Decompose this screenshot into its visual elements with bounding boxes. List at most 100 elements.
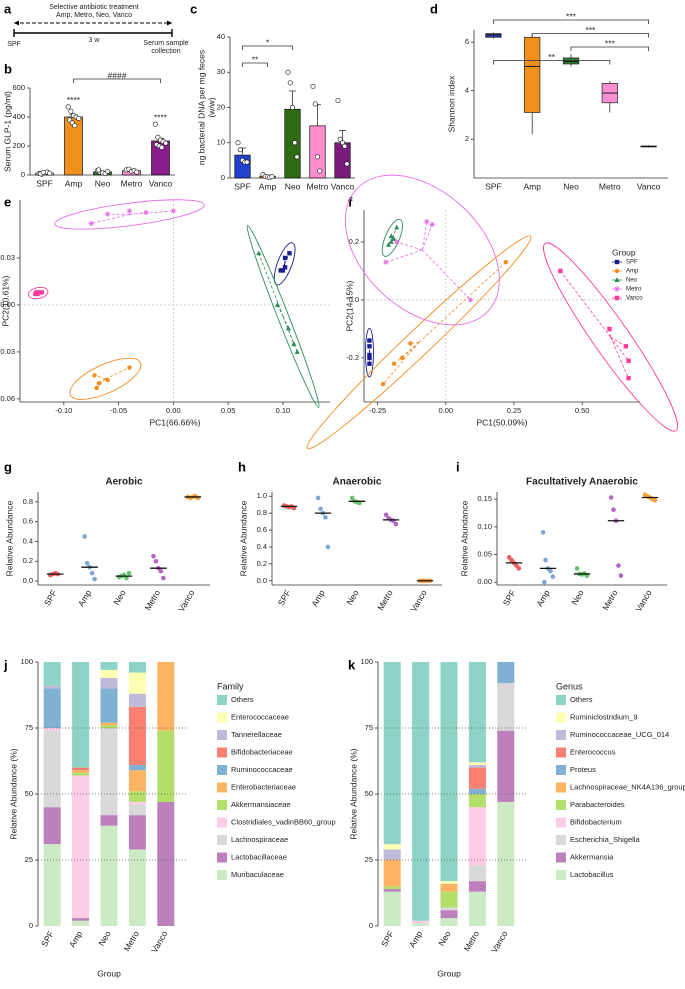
bar-segment xyxy=(440,918,458,926)
x-tick-label: Amp xyxy=(534,588,552,608)
point xyxy=(380,381,386,387)
bar-segment xyxy=(128,764,146,771)
bar-segment xyxy=(440,662,458,882)
point xyxy=(89,570,95,576)
y-tick-label: 0.6 xyxy=(257,525,267,534)
point xyxy=(652,498,658,503)
legend-swatch xyxy=(217,835,227,845)
x-tick-label: Vanco xyxy=(637,181,661,191)
x-tick-label: Metro xyxy=(121,178,143,188)
spider-line xyxy=(610,336,627,347)
y-tick-label: 100 xyxy=(360,657,373,666)
legend-label: Proteus xyxy=(570,765,596,774)
point xyxy=(88,220,94,227)
significance-label: *** xyxy=(566,11,577,21)
point xyxy=(274,302,281,307)
treatment-label: Selective antibiotic treatment xyxy=(49,4,139,11)
panel-label: b xyxy=(4,61,12,76)
spider-line xyxy=(282,316,298,353)
bar-segment xyxy=(43,807,61,845)
x-tick-label: Metro xyxy=(599,181,621,191)
point xyxy=(282,255,288,261)
legend-label: Lachnospiraceae xyxy=(231,835,288,844)
group-ellipse xyxy=(306,235,532,450)
point xyxy=(367,338,372,343)
x-tick-label: -0.05 xyxy=(110,406,127,415)
bar-segment xyxy=(468,767,486,789)
point xyxy=(282,265,288,270)
point xyxy=(607,326,612,332)
group-ellipse xyxy=(27,286,49,300)
spider-line xyxy=(94,374,106,380)
point xyxy=(96,167,102,173)
point xyxy=(47,170,53,176)
y-tick-label: 0.2 xyxy=(349,237,359,246)
x-tick-label: Neo xyxy=(344,588,361,607)
timeline: a Selective antibiotic treatment Amp, Me… xyxy=(4,1,189,54)
panel-label: i xyxy=(456,459,460,474)
point xyxy=(314,154,320,160)
legend-swatch xyxy=(556,730,566,740)
x-tick-label: Neo xyxy=(285,181,301,191)
legend-swatch xyxy=(556,835,566,845)
bar-segment xyxy=(128,672,146,694)
x-tick-label: Metro xyxy=(143,588,163,612)
y-axis-label: PC2(10.61%) xyxy=(0,275,10,326)
point xyxy=(170,208,176,214)
legend-swatch xyxy=(217,712,227,723)
x-tick-label: -0.10 xyxy=(55,406,72,415)
bar-segment xyxy=(128,706,146,765)
significance-bracket xyxy=(493,19,649,24)
bar-segment xyxy=(100,725,118,728)
point xyxy=(105,168,111,174)
legend-swatch xyxy=(556,870,566,880)
point xyxy=(626,358,631,364)
y-tick-label: 0.8 xyxy=(23,497,33,506)
panel-label: h xyxy=(238,459,246,474)
panel-label: j xyxy=(3,657,8,672)
point xyxy=(388,239,394,244)
y-tick-label: -0.06 xyxy=(0,394,15,403)
x-tick-label: SPF xyxy=(42,588,59,607)
x-tick-label: 0.00 xyxy=(439,406,454,415)
legend-label: Ruminiclostridium_9 xyxy=(570,712,638,721)
x-tick-label: Metro xyxy=(600,588,620,612)
legend-marker xyxy=(614,259,620,265)
point xyxy=(68,108,74,114)
bar-segment xyxy=(128,801,146,805)
legend-label: Others xyxy=(231,695,254,704)
spider-line xyxy=(422,249,471,301)
legend-title: Family xyxy=(217,681,244,691)
point xyxy=(574,566,580,571)
point xyxy=(126,208,133,214)
x-axis-label: PC1(50.09%) xyxy=(476,417,527,427)
bar-segment xyxy=(128,791,146,802)
x-axis-label: Group xyxy=(437,968,461,978)
x-tick-label: 0.10 xyxy=(276,406,291,415)
bar-segment xyxy=(468,794,486,808)
legend-label: Bifidobacterium xyxy=(570,817,622,826)
y-tick-label: 2 xyxy=(465,134,469,143)
duration-label: 3 w xyxy=(89,37,101,44)
end-label: collection xyxy=(151,48,180,55)
bar-segment xyxy=(440,907,458,911)
point xyxy=(76,115,82,121)
bar-segment xyxy=(43,730,61,808)
y-tick-label: 0.00 xyxy=(0,300,15,309)
y-tick-label: 400 xyxy=(12,112,25,121)
point xyxy=(237,147,243,153)
bar-segment xyxy=(100,728,118,816)
panel-label: c xyxy=(190,1,197,16)
y-tick-label: 30 xyxy=(217,67,225,76)
point xyxy=(349,495,355,501)
point xyxy=(94,385,99,391)
y-axis-label: Relative Abundance xyxy=(4,500,14,576)
point xyxy=(367,355,372,361)
x-tick-label: SPF xyxy=(234,181,251,191)
point xyxy=(323,515,328,520)
bar-segment xyxy=(383,886,401,890)
y-axis-label: Relative Abundance xyxy=(238,500,248,576)
bar-segment xyxy=(412,662,430,921)
legend-swatch xyxy=(556,712,566,723)
x-tick-label: Amp xyxy=(259,181,277,191)
